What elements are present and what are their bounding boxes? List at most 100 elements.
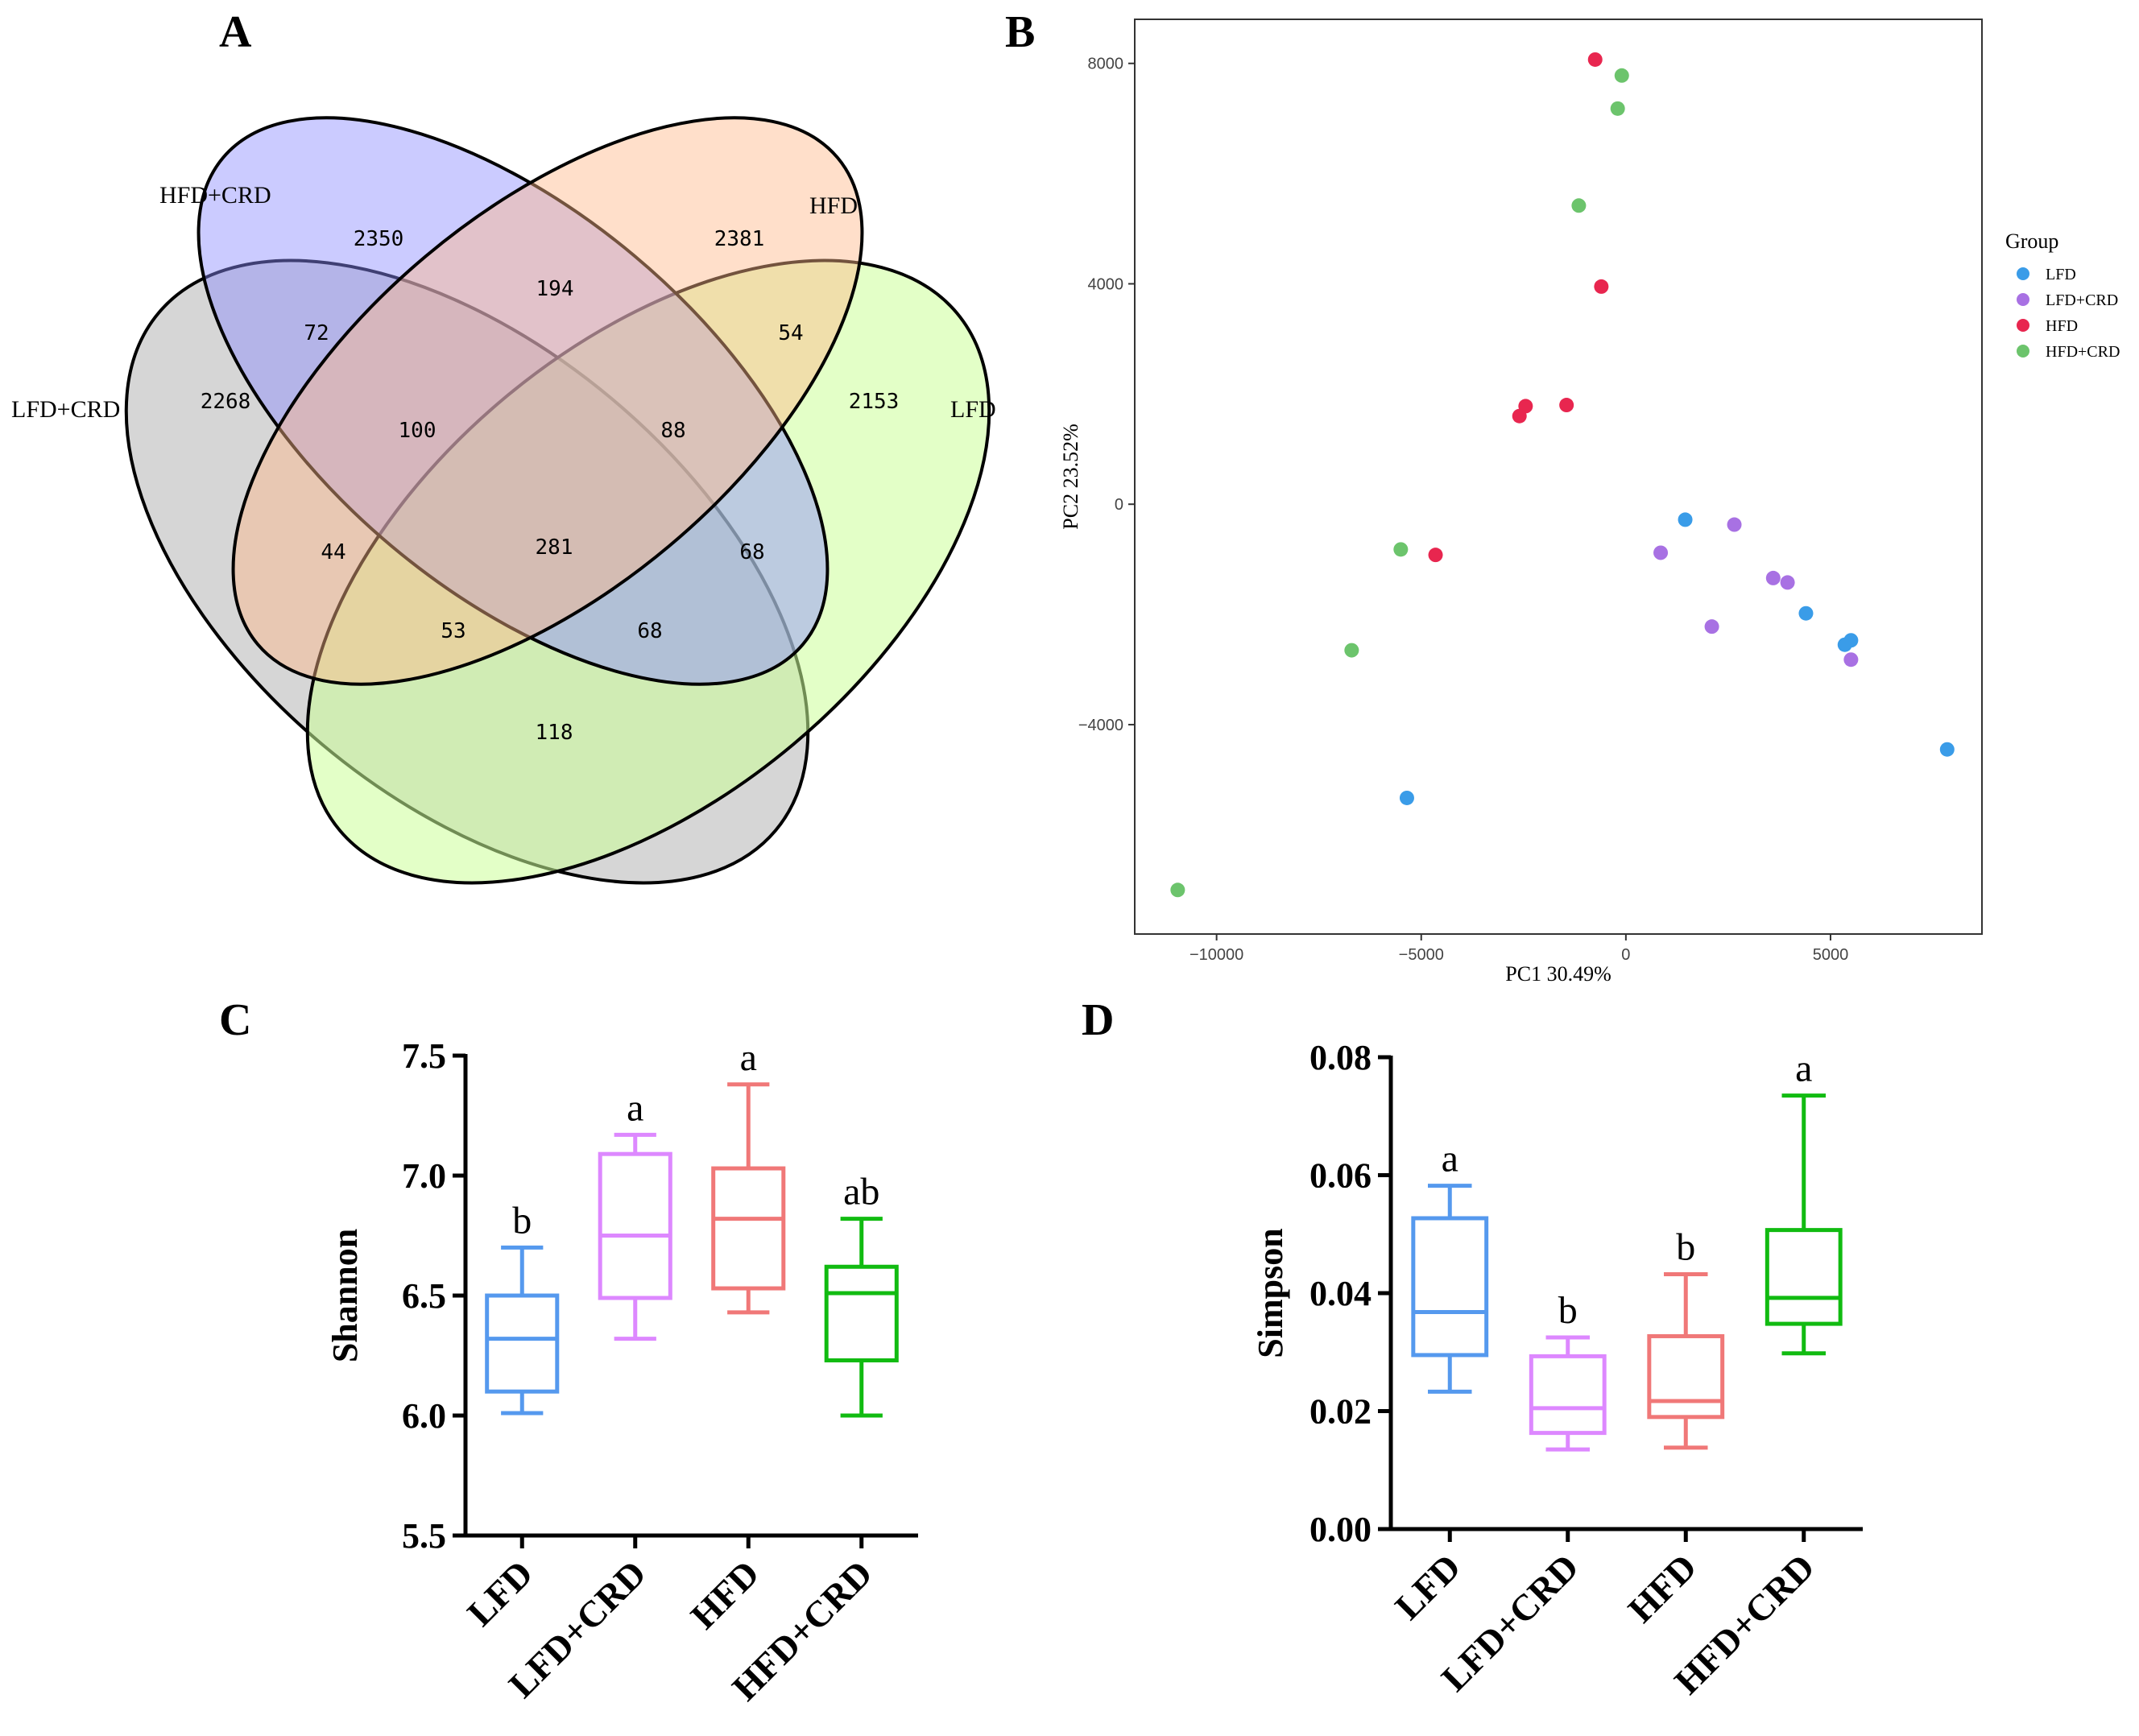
venn-ellipse-hfdcrd <box>197 116 830 686</box>
legend-label-hfdcrd: HFD+CRD <box>2046 343 2120 361</box>
pca-scatter-chart: −10000 −5000 0 5000 −4000 0 4000 8000 PC1 30.4… <box>1059 19 2120 986</box>
pca-point-lfd <box>1399 790 1414 805</box>
pca-x-axis-label: PC1 30.49% <box>1505 962 1611 986</box>
pca-point-lfd <box>1939 742 1955 757</box>
pca-point-hfd <box>1587 52 1603 67</box>
shannon-x-tick-label: LFD <box>459 1552 540 1634</box>
venn-count-lfdcrd-lfd: 118 <box>536 721 573 745</box>
venn-count-hfdcrd-hfd-lfd: 88 <box>660 419 685 443</box>
venn-count-hfdcrd-lfdcrd: 72 <box>304 321 329 345</box>
panel-letter-a: A <box>219 7 252 57</box>
legend-label-lfd: LFD <box>2046 266 2076 283</box>
simpson-y-tick-label: 0.04 <box>1309 1274 1372 1313</box>
pca-point-lfdcrd <box>1765 570 1781 585</box>
box-iqr <box>598 1151 672 1300</box>
simpson-y-tick-label: 0.08 <box>1309 1038 1372 1077</box>
simpson-y-axis-label: Simpson <box>1251 1228 1290 1358</box>
venn-count-hfdcrd-hfd-lfdcrd: 100 <box>399 419 436 443</box>
pca-legend-title: Group <box>2005 229 2058 253</box>
pca-point-lfdcrd <box>1727 517 1742 532</box>
simpson-boxplot: 0.000.020.040.060.08SimpsonaLFDbLFD+CRDb… <box>1251 1038 1863 1702</box>
venn-count-hfdcrd-lfdcrd-lfd: 68 <box>637 619 662 643</box>
box-iqr <box>1647 1333 1725 1420</box>
pca-y-tick-label: 8000 <box>1088 56 1124 73</box>
pca-y-tick-label: −4000 <box>1078 717 1123 734</box>
shannon-y-tick-label: 6.5 <box>402 1276 446 1316</box>
simpson-sig-letter: a <box>1442 1138 1458 1180</box>
venn-ellipse-hfd <box>231 116 864 686</box>
shannon-y-tick-label: 6.0 <box>402 1396 446 1436</box>
shannon-y-axis-label: Shannon <box>325 1229 365 1362</box>
pca-point-hfd <box>1512 408 1527 424</box>
venn-count-hfd-lfdcrd: 44 <box>321 540 345 564</box>
simpson-box-hfd <box>1647 1272 1725 1450</box>
box-iqr <box>1529 1354 1607 1436</box>
pca-y-tick-label: 4000 <box>1088 275 1124 293</box>
panel-letter-d: D <box>1082 995 1114 1045</box>
pca-point-lfdcrd <box>1843 652 1859 668</box>
venn-set-label-lfdcrd: LFD+CRD <box>11 396 120 423</box>
simpson-x-tick-label: HFD <box>1620 1546 1705 1631</box>
box-iqr <box>485 1293 560 1394</box>
legend-swatch-lfdcrd <box>2017 293 2029 306</box>
simpson-sig-letter: b <box>1558 1289 1578 1332</box>
box-iqr <box>711 1166 786 1291</box>
venn-count-only-hfd: 2381 <box>714 227 765 251</box>
simpson-box-lfd <box>1411 1184 1489 1394</box>
pca-point-lfd <box>1843 633 1859 648</box>
simpson-x-tick-label: LFD <box>1387 1546 1468 1627</box>
simpson-sig-letter: a <box>1795 1048 1812 1090</box>
simpson-box-hfdcrd <box>1765 1093 1843 1356</box>
venn-set-label-hfd: HFD <box>809 192 858 219</box>
pca-x-tick-label: 5000 <box>1813 946 1849 964</box>
panel-letter-b: B <box>1005 7 1035 57</box>
pca-y-tick-label: 0 <box>1115 496 1123 514</box>
pca-point-hfdcrd <box>1614 68 1629 83</box>
venn-set-label-hfdcrd: HFD+CRD <box>159 182 271 209</box>
legend-swatch-hfd <box>2017 319 2029 332</box>
legend-swatch-hfdcrd <box>2017 345 2029 358</box>
legend-label-hfd: HFD <box>2046 317 2078 335</box>
pca-legend: Group LFD LFD+CRD HFD HFD+CRD <box>2005 229 2120 361</box>
box-iqr <box>1765 1228 1843 1326</box>
simpson-y-tick-label: 0.00 <box>1309 1510 1372 1549</box>
shannon-sig-letter: ab <box>843 1171 879 1213</box>
box-iqr <box>1411 1216 1489 1358</box>
venn-set-label-lfd: LFD <box>950 396 996 423</box>
simpson-y-tick-label: 0.06 <box>1309 1156 1372 1196</box>
pca-point-lfdcrd <box>1653 545 1669 560</box>
shannon-box-hfd <box>711 1082 786 1315</box>
pca-x-tick-label: −10000 <box>1189 946 1243 964</box>
pca-point-hfd <box>1428 548 1443 563</box>
simpson-box-lfdcrd <box>1529 1335 1607 1452</box>
pca-plot-frame <box>1134 19 1983 935</box>
shannon-box-lfd <box>485 1245 560 1416</box>
shannon-sig-letter: a <box>740 1036 757 1079</box>
shannon-y-tick-label: 5.5 <box>402 1516 446 1556</box>
pca-y-axis-label: PC2 23.52% <box>1059 424 1082 529</box>
pca-point-lfd <box>1678 512 1693 527</box>
panel-letter-c: C <box>219 995 251 1045</box>
pca-point-hfdcrd <box>1610 101 1625 116</box>
venn-diagram: HFD+CRD HFD LFD+CRD LFD 2350 2381 2268 2… <box>11 116 996 885</box>
venn-count-all-four: 281 <box>536 535 573 560</box>
venn-count-hfd-lfd: 54 <box>778 321 803 345</box>
pca-point-lfdcrd <box>1704 619 1719 634</box>
pca-point-hfdcrd <box>1344 643 1359 658</box>
pca-point-lfdcrd <box>1780 575 1795 590</box>
simpson-y-tick-label: 0.02 <box>1309 1392 1372 1432</box>
venn-count-hfd-lfdcrd-lfd: 53 <box>441 619 465 643</box>
box-iqr <box>824 1264 899 1362</box>
pca-point-hfdcrd <box>1170 882 1185 898</box>
shannon-y-tick-label: 7.0 <box>402 1156 446 1196</box>
venn-count-only-lfdcrd: 2268 <box>201 390 251 414</box>
pca-x-tick-label: −5000 <box>1399 946 1444 964</box>
legend-label-lfdcrd: LFD+CRD <box>2046 291 2118 309</box>
venn-count-only-hfdcrd: 2350 <box>354 227 404 251</box>
shannon-box-hfdcrd <box>824 1217 899 1418</box>
venn-count-hfdcrd-lfd: 68 <box>739 540 764 564</box>
venn-count-hfdcrd-hfd: 194 <box>536 277 574 301</box>
simpson-sig-letter: b <box>1676 1226 1695 1269</box>
pca-x-tick-label: 0 <box>1621 946 1630 964</box>
